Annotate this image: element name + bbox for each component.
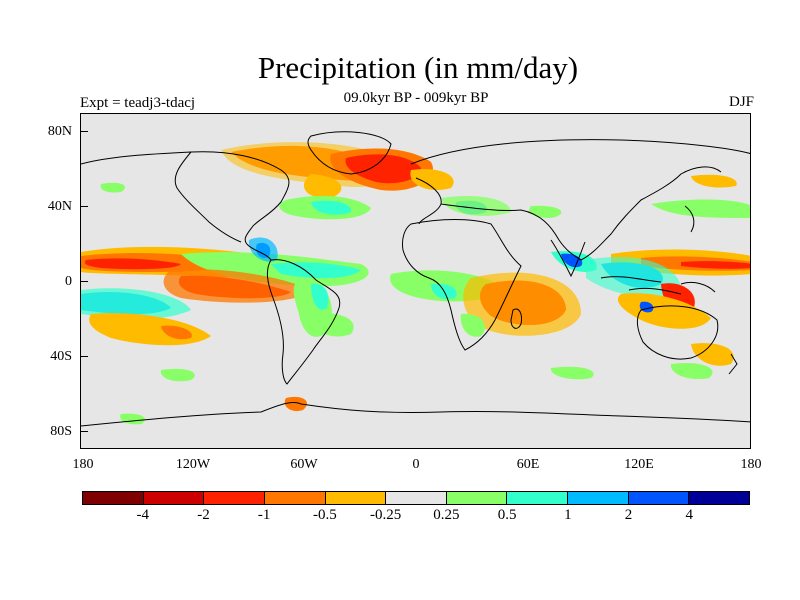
patch-west-pacific-red	[681, 261, 750, 269]
coast-south-america	[266, 259, 341, 385]
tick-40n	[80, 206, 88, 207]
patch-amazon-orange	[163, 269, 311, 303]
patch-mozambique-green	[460, 313, 485, 337]
patch-brazil-cyan	[311, 283, 329, 310]
season-label: DJF	[728, 94, 754, 110]
lon-label: 60W	[290, 457, 318, 472]
patch-north-atlantic-red	[345, 154, 421, 184]
lon-label: 180	[740, 457, 762, 472]
patch-siberia-yellow	[410, 169, 454, 190]
lat-label: 80S	[50, 424, 72, 439]
experiment-label: Expt = teadj3-tdacj	[80, 95, 196, 111]
coast-australia	[636, 305, 719, 360]
colorbar-swatch	[628, 492, 690, 504]
patch-npac-green	[651, 199, 750, 218]
patch-pacific-itcz-red	[84, 258, 181, 270]
colorbar-label: 0.25	[433, 507, 460, 523]
colorbar-swatch	[264, 492, 326, 504]
patch-npac-small-green	[100, 182, 125, 193]
coast-indonesia	[600, 276, 716, 295]
patch-npac-yellow	[691, 174, 737, 188]
colorbar-label: -0.5	[313, 507, 337, 523]
colorbar-label: 4	[685, 507, 694, 523]
patch-indian-yellow	[463, 272, 581, 336]
colorbar-swatch	[568, 492, 629, 504]
colorbar-swatch	[446, 492, 508, 504]
coastlines	[81, 131, 750, 427]
coast-india	[550, 239, 586, 278]
precipitation-map	[80, 113, 751, 449]
colorbar-label: 1	[564, 507, 572, 523]
map-canvas	[81, 131, 750, 427]
colorbar-label: -2	[197, 507, 210, 523]
lon-label: 60E	[516, 457, 540, 472]
patch-spcz-yellow	[89, 313, 211, 346]
patch-spcz-orange	[161, 325, 192, 340]
tick-80n	[80, 131, 88, 132]
tick-0	[80, 281, 88, 282]
coast-antarctica	[81, 401, 750, 427]
colorbar-swatch	[325, 492, 387, 504]
patch-atlantic-itcz-cyan	[271, 262, 361, 279]
chart-title: Precipitation (in mm/day)	[257, 50, 579, 85]
coast-africa	[402, 219, 522, 351]
patch-gulfstream-cyan	[311, 200, 352, 215]
patch-south-pacific-green	[160, 368, 195, 382]
patch-north-atlantic-yellow	[303, 174, 342, 199]
colorbar-swatch	[386, 492, 447, 504]
colorbar-swatch	[83, 492, 144, 504]
lat-label: 80N	[47, 124, 72, 139]
coast-greenland	[307, 131, 392, 175]
colorbar-swatch	[143, 492, 205, 504]
tick-40s	[80, 356, 88, 357]
patch-south-indian-green	[550, 366, 594, 380]
colorbar-swatch	[689, 492, 750, 504]
coast-japan	[684, 205, 695, 233]
colorbar-swatch	[507, 492, 569, 504]
coast-new-zealand	[728, 353, 738, 375]
chart-subtitle: 09.0kyr BP - 009kyr BP	[343, 90, 489, 106]
colorbar-label: 2	[624, 507, 633, 523]
patch-nz-yellow	[691, 343, 734, 366]
lat-label: 0	[65, 274, 72, 289]
coast-north-america	[81, 151, 290, 261]
lon-label: 120W	[175, 457, 211, 472]
coast-eurasia	[410, 139, 750, 261]
colorbar-label: -4	[136, 507, 149, 523]
patch-antarctic-orange	[284, 396, 307, 412]
colorbar-swatch	[204, 492, 265, 504]
patch-australia-orange	[617, 293, 711, 329]
anomaly-patches	[81, 142, 750, 425]
patch-asia-green	[529, 205, 562, 218]
patch-spcz-green	[81, 288, 191, 319]
coast-madagascar	[510, 308, 522, 329]
patch-med-green	[441, 195, 511, 216]
patch-central-america-cyan	[248, 237, 278, 262]
tick-80s	[80, 431, 88, 432]
patch-nz-green	[670, 362, 713, 380]
lon-label: 0	[412, 457, 420, 472]
patch-south-atlantic-green	[310, 313, 354, 337]
colorbar-label: -0.25	[370, 507, 402, 523]
patch-antarctic-green	[120, 413, 145, 425]
colorbar-label: -1	[257, 507, 271, 523]
colorbar-label: 0.5	[497, 507, 517, 523]
lon-label: 120E	[624, 457, 654, 472]
lon-label: 180	[72, 457, 94, 472]
patch-maritime-cyan	[586, 256, 681, 298]
colorbar	[82, 491, 750, 505]
lat-label: 40N	[47, 199, 72, 214]
lat-label: 40S	[50, 349, 72, 364]
